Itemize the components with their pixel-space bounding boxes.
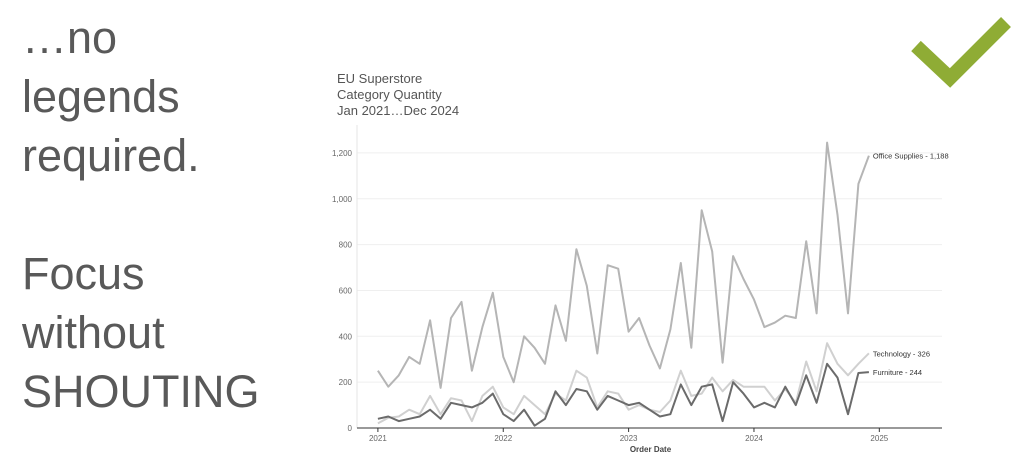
slide-text-line: without (22, 307, 165, 358)
chart-title-line: EU Superstore (337, 71, 423, 86)
x-tick-label: 2021 (369, 434, 387, 443)
series-end-label: Technology - 326 (873, 349, 930, 358)
slide-text-line: …no (22, 12, 118, 63)
y-tick-label: 800 (339, 241, 353, 250)
chart-title: EU Superstore Category Quantity Jan 2021… (337, 71, 459, 119)
slide-text: …no legends required. Focus without SHOU… (22, 8, 322, 421)
series-end-label: Furniture - 244 (873, 368, 922, 377)
series-line-furniture (377, 362, 869, 427)
x-tick-label: 2025 (870, 434, 888, 443)
series-end-label: Office Supplies - 1,188 (873, 152, 949, 161)
slide-text-line: legends (22, 71, 180, 122)
x-tick-label: 2022 (494, 434, 512, 443)
chart-subtitle-line: Category Quantity (337, 87, 442, 102)
x-tick-label: 2023 (620, 434, 638, 443)
x-axis-title: Order Date (630, 445, 672, 454)
chart-date-range-line: Jan 2021…Dec 2024 (337, 103, 460, 118)
x-tick-label: 2024 (745, 434, 763, 443)
slide-text-line: required. (22, 130, 200, 181)
y-tick-label: 200 (339, 378, 353, 387)
y-tick-label: 1,000 (332, 195, 353, 204)
slide-text-line: SHOUTING (22, 366, 260, 417)
checkmark-icon (911, 17, 1011, 88)
y-tick-label: 1,200 (332, 149, 353, 158)
slide-text-line: Focus (22, 248, 145, 299)
series-line-office-supplies (377, 141, 870, 389)
series-line-technology (377, 342, 870, 425)
y-tick-label: 400 (339, 332, 353, 341)
y-tick-label: 0 (348, 424, 353, 433)
y-tick-label: 600 (339, 286, 353, 295)
